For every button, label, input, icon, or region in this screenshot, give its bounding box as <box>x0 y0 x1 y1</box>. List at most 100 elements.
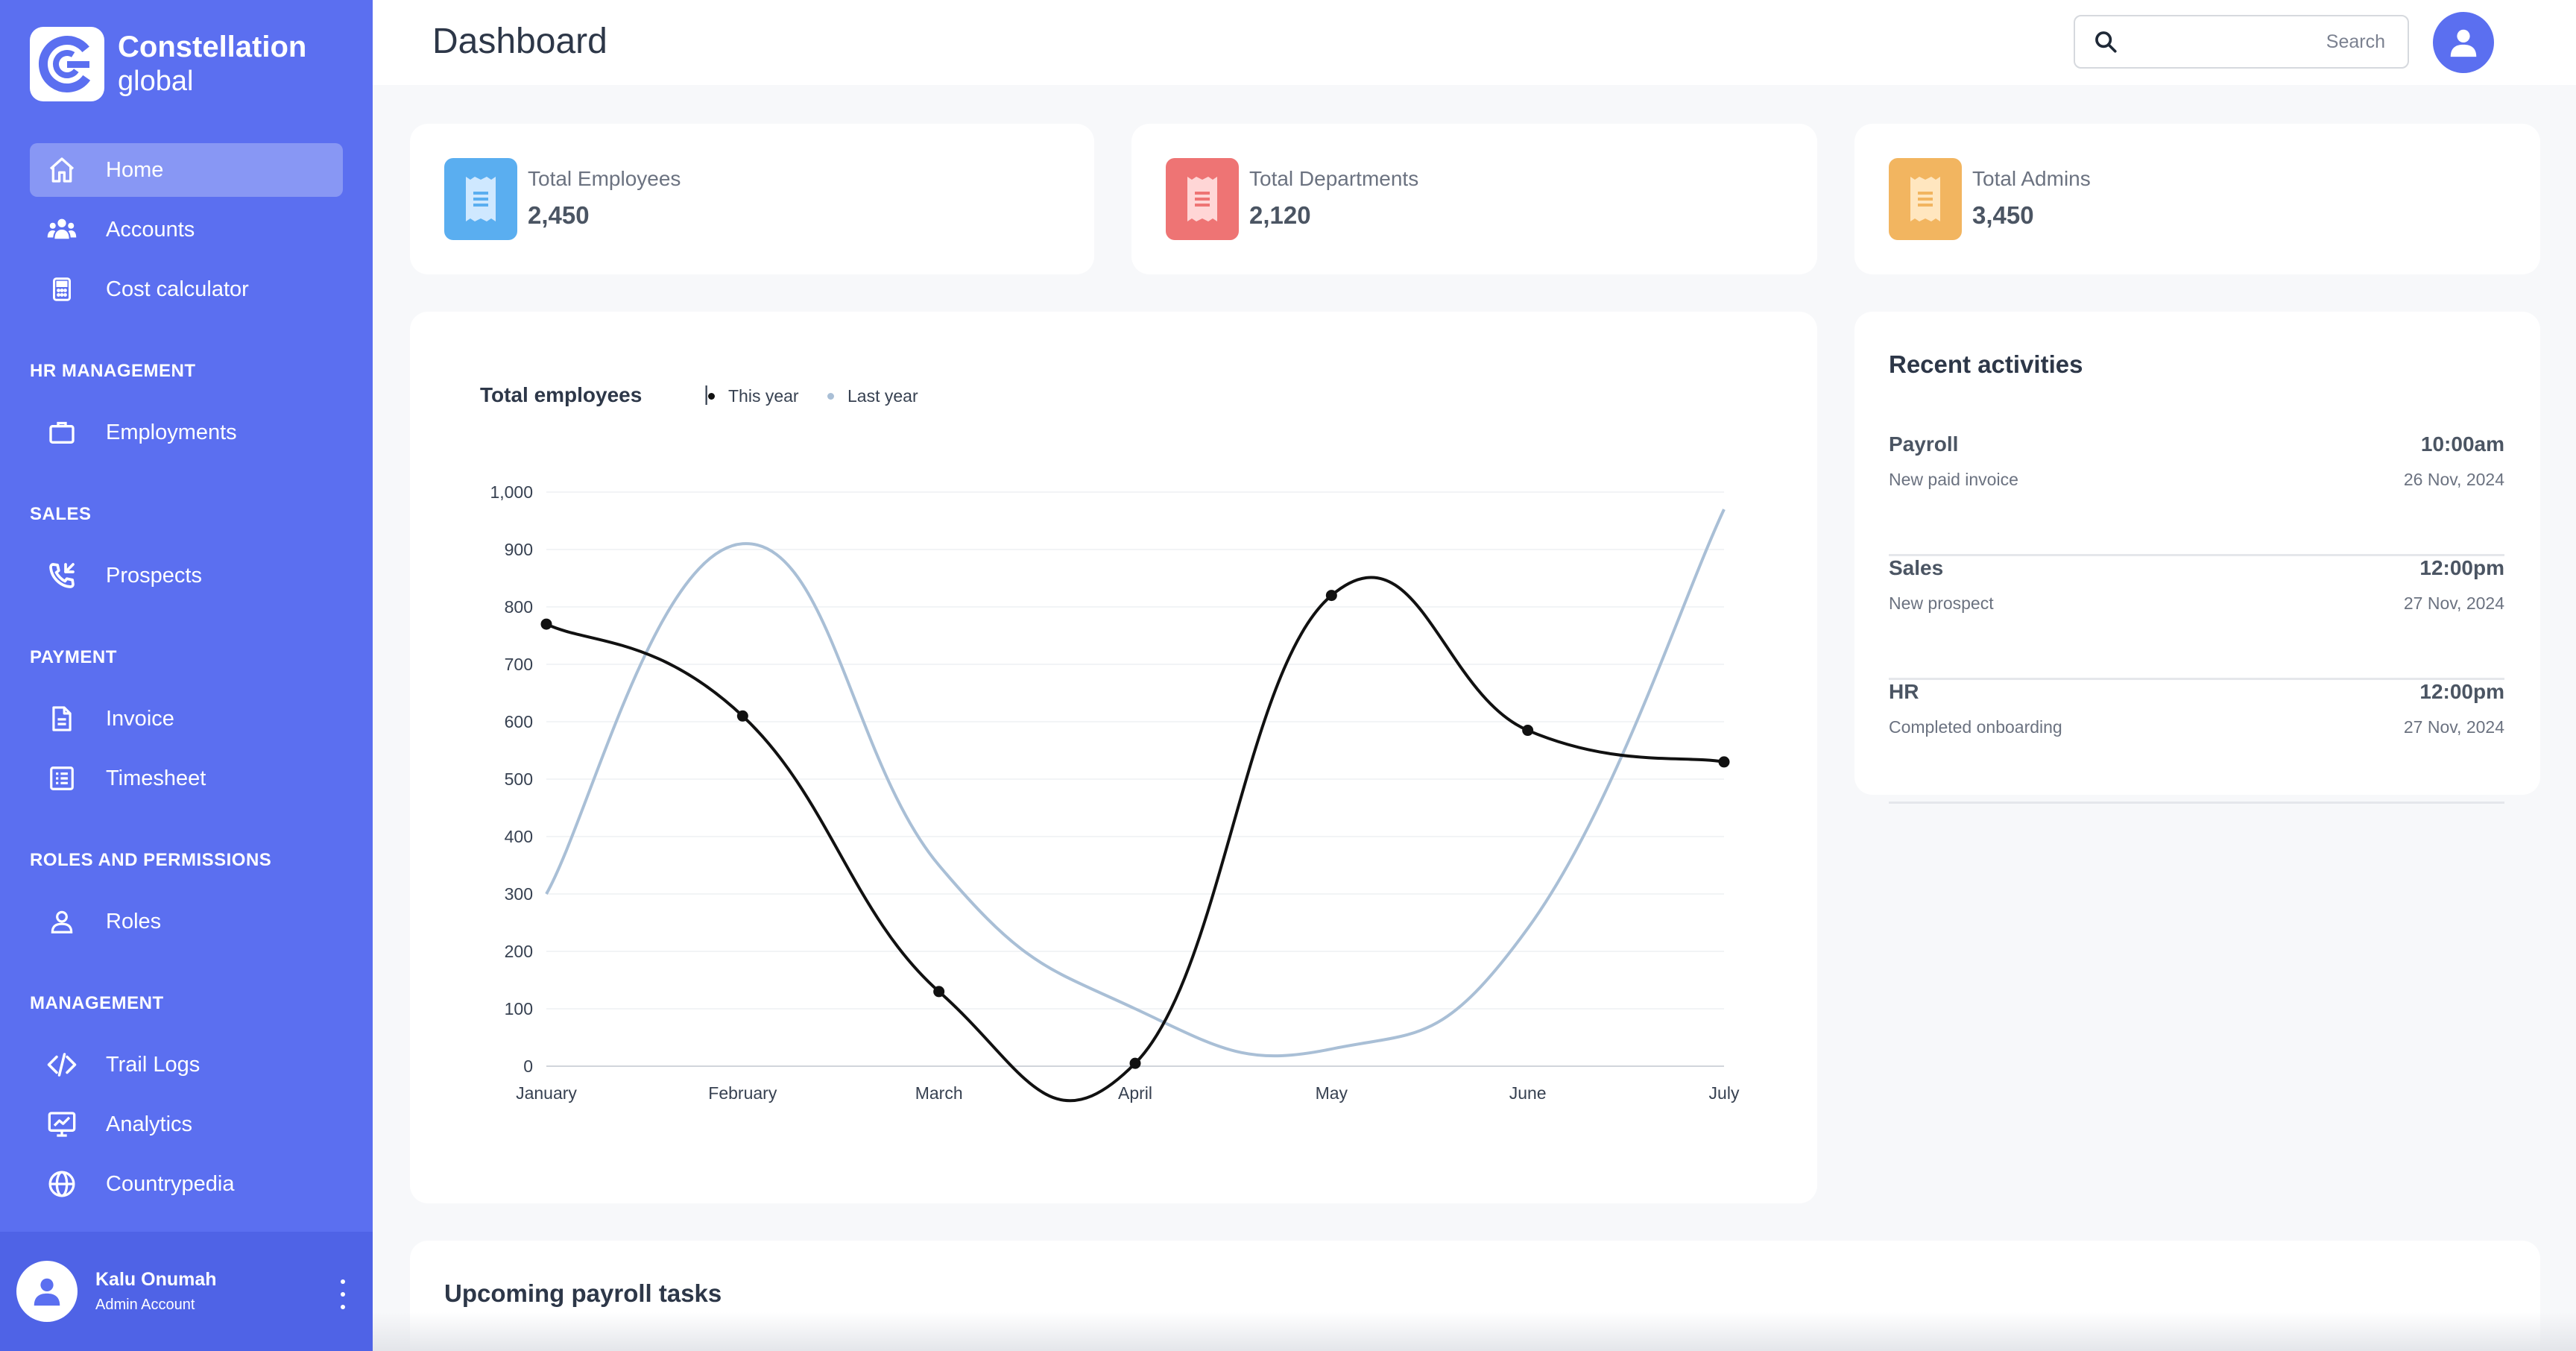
x-tick-label: January <box>516 1083 577 1103</box>
document-icon <box>46 703 78 734</box>
stat-card-admins: Total Admins 3,450 <box>1854 124 2540 274</box>
sidebar-item-cost-calculator[interactable]: Cost calculator <box>30 262 343 316</box>
y-tick-label: 900 <box>505 540 533 559</box>
brand-name: Constellation <box>118 31 307 64</box>
sidebar: Constellation global Home Accounts Cost … <box>0 0 373 1351</box>
sidebar-item-invoice[interactable]: Invoice <box>30 692 343 746</box>
y-tick-label: 200 <box>505 942 533 961</box>
sidebar-item-label: Home <box>106 157 164 182</box>
sidebar-item-employments[interactable]: Employments <box>30 406 343 459</box>
sidebar-item-countrypedia[interactable]: Countrypedia <box>30 1157 343 1211</box>
y-tick-label: 400 <box>505 827 533 846</box>
sidebar-item-roles[interactable]: Roles <box>30 895 343 948</box>
sidebar-item-prospects[interactable]: Prospects <box>30 549 343 602</box>
y-tick-label: 300 <box>505 884 533 904</box>
y-tick-label: 1,000 <box>490 482 533 502</box>
activity-desc: New paid invoice <box>1889 470 2018 489</box>
globe-icon <box>46 1168 78 1200</box>
stat-label: Total Departments <box>1249 167 1419 190</box>
section-title-sales: SALES <box>30 504 92 524</box>
sidebar-item-label: Accounts <box>106 217 195 242</box>
sidebar-item-home[interactable]: Home <box>30 143 343 197</box>
sidebar-item-accounts[interactable]: Accounts <box>30 203 343 256</box>
stat-card-employees: Total Employees 2,450 <box>410 124 1094 274</box>
series-line-last-year <box>545 508 1726 1058</box>
activity-date: 27 Nov, 2024 <box>2403 717 2504 737</box>
sidebar-item-label: Timesheet <box>106 766 206 790</box>
stat-value: 2,450 <box>528 201 590 229</box>
brand-logo-icon <box>30 27 104 101</box>
y-tick-label: 500 <box>505 769 533 789</box>
activity-name: HR <box>1889 680 1919 703</box>
sidebar-item-trail-logs[interactable]: Trail Logs <box>30 1038 343 1092</box>
activity-time: 12:00pm <box>2419 556 2504 579</box>
stat-card-departments: Total Departments 2,120 <box>1131 124 1817 274</box>
data-point <box>1718 756 1730 768</box>
briefcase-icon <box>46 417 78 448</box>
x-tick-label: April <box>1118 1083 1152 1103</box>
user-profile[interactable]: Kalu Onumah Admin Account <box>0 1232 373 1351</box>
y-tick-label: 100 <box>505 999 533 1018</box>
sidebar-item-analytics[interactable]: Analytics <box>30 1098 343 1151</box>
legend-this-year[interactable]: This year <box>708 386 799 406</box>
search-box[interactable] <box>2074 15 2409 69</box>
legend-separator: | <box>704 382 710 405</box>
activity-time: 10:00am <box>2420 432 2504 456</box>
legend-last-year[interactable]: Last year <box>827 386 918 406</box>
receipt-icon <box>444 158 517 240</box>
x-tick-label: May <box>1316 1083 1348 1103</box>
activity-row[interactable]: Sales New prospect 12:00pm 27 Nov, 2024 <box>1889 556 2504 680</box>
line-chart: 0 100 200 300 400 500 600 700 800 900 1,000 January… <box>490 482 1740 1103</box>
list-icon <box>46 763 78 794</box>
activity-date: 26 Nov, 2024 <box>2403 470 2504 489</box>
section-title-hr: HR MANAGEMENT <box>30 361 196 381</box>
data-point <box>1325 590 1337 602</box>
data-point <box>1522 725 1534 737</box>
search-input[interactable] <box>2133 31 2385 53</box>
section-title-payment: PAYMENT <box>30 647 117 667</box>
x-tick-label: June <box>1509 1083 1547 1103</box>
legend-dot-icon <box>708 393 715 400</box>
user-avatar-icon <box>2450 29 2477 57</box>
data-point <box>1129 1057 1141 1069</box>
activity-time: 12:00pm <box>2419 680 2504 703</box>
more-vertical-icon[interactable] <box>335 1279 350 1309</box>
data-point <box>736 710 748 722</box>
legend-label: This year <box>728 386 799 406</box>
series-line-this-year <box>546 576 1725 1103</box>
avatar <box>16 1261 78 1322</box>
user-role: Admin Account <box>95 1297 195 1313</box>
activity-row[interactable]: Payroll New paid invoice 10:00am 26 Nov,… <box>1889 432 2504 556</box>
header-avatar[interactable] <box>2433 12 2494 73</box>
recent-activities-card: Recent activities Payroll New paid invoi… <box>1854 312 2540 804</box>
activity-desc: Completed onboarding <box>1889 717 2062 737</box>
y-tick-label: 0 <box>523 1056 533 1076</box>
sidebar-item-label: Invoice <box>106 706 174 731</box>
receipt-icon <box>1889 158 1962 240</box>
header: Dashboard <box>373 0 2576 85</box>
user-avatar-icon <box>34 1278 60 1306</box>
activity-row[interactable]: HR Completed onboarding 12:00pm 27 Nov, … <box>1889 680 2504 804</box>
y-tick-label: 800 <box>505 597 533 617</box>
scroll-shadow <box>373 1312 2576 1351</box>
activity-desc: New prospect <box>1889 593 1994 613</box>
home-icon <box>46 154 78 186</box>
legend-dot-icon <box>827 393 834 400</box>
sidebar-item-timesheet[interactable]: Timesheet <box>30 752 343 805</box>
phone-incoming-icon <box>46 560 78 591</box>
page-title: Dashboard <box>432 22 607 61</box>
calculator-icon <box>46 274 78 305</box>
brand[interactable]: Constellation global <box>30 27 306 101</box>
user-name: Kalu Onumah <box>95 1269 217 1290</box>
sidebar-item-label: Employments <box>106 420 237 444</box>
x-tick-label: July <box>1709 1083 1740 1103</box>
activities-title: Recent activities <box>1889 350 2083 378</box>
section-title-roles: ROLES AND PERMISSIONS <box>30 850 272 870</box>
activity-name: Payroll <box>1889 432 1959 456</box>
sidebar-item-label: Countrypedia <box>106 1171 235 1196</box>
y-tick-label: 600 <box>505 712 533 731</box>
data-point <box>540 618 552 630</box>
x-tick-label: February <box>708 1083 777 1103</box>
monitor-chart-icon <box>46 1109 78 1140</box>
users-icon <box>46 214 78 245</box>
